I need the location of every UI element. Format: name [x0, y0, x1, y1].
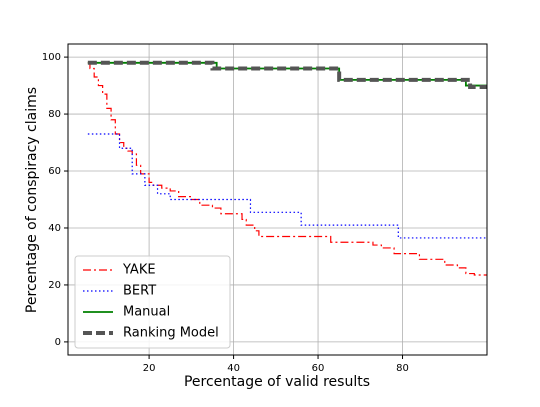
legend-label: Manual	[123, 305, 170, 320]
y-tick-label: 40	[48, 223, 61, 234]
x-axis-label: Percentage of valid results	[184, 374, 370, 390]
legend-label: YAKE	[122, 263, 156, 278]
line-series	[87, 133, 487, 239]
x-tick-label: 20	[143, 363, 156, 374]
line-series	[87, 60, 487, 90]
y-tick-label: 20	[48, 280, 61, 291]
y-tick-label: 0	[55, 337, 61, 348]
y-tick-label: 100	[42, 52, 61, 63]
legend-box	[74, 255, 231, 349]
x-tick-label: 60	[312, 363, 325, 374]
y-tick-label: 80	[48, 109, 61, 120]
x-tick-label: 40	[227, 363, 240, 374]
y-tick-label: 60	[48, 166, 61, 177]
legend-label: Ranking Model	[123, 326, 219, 341]
line-series	[87, 61, 487, 87]
legend-label: BERT	[123, 284, 156, 299]
line-series	[87, 62, 487, 276]
y-axis-label: Percentage of conspiracy claims	[24, 87, 40, 313]
plot-frame	[67, 43, 488, 356]
x-tick-label: 80	[396, 363, 409, 374]
